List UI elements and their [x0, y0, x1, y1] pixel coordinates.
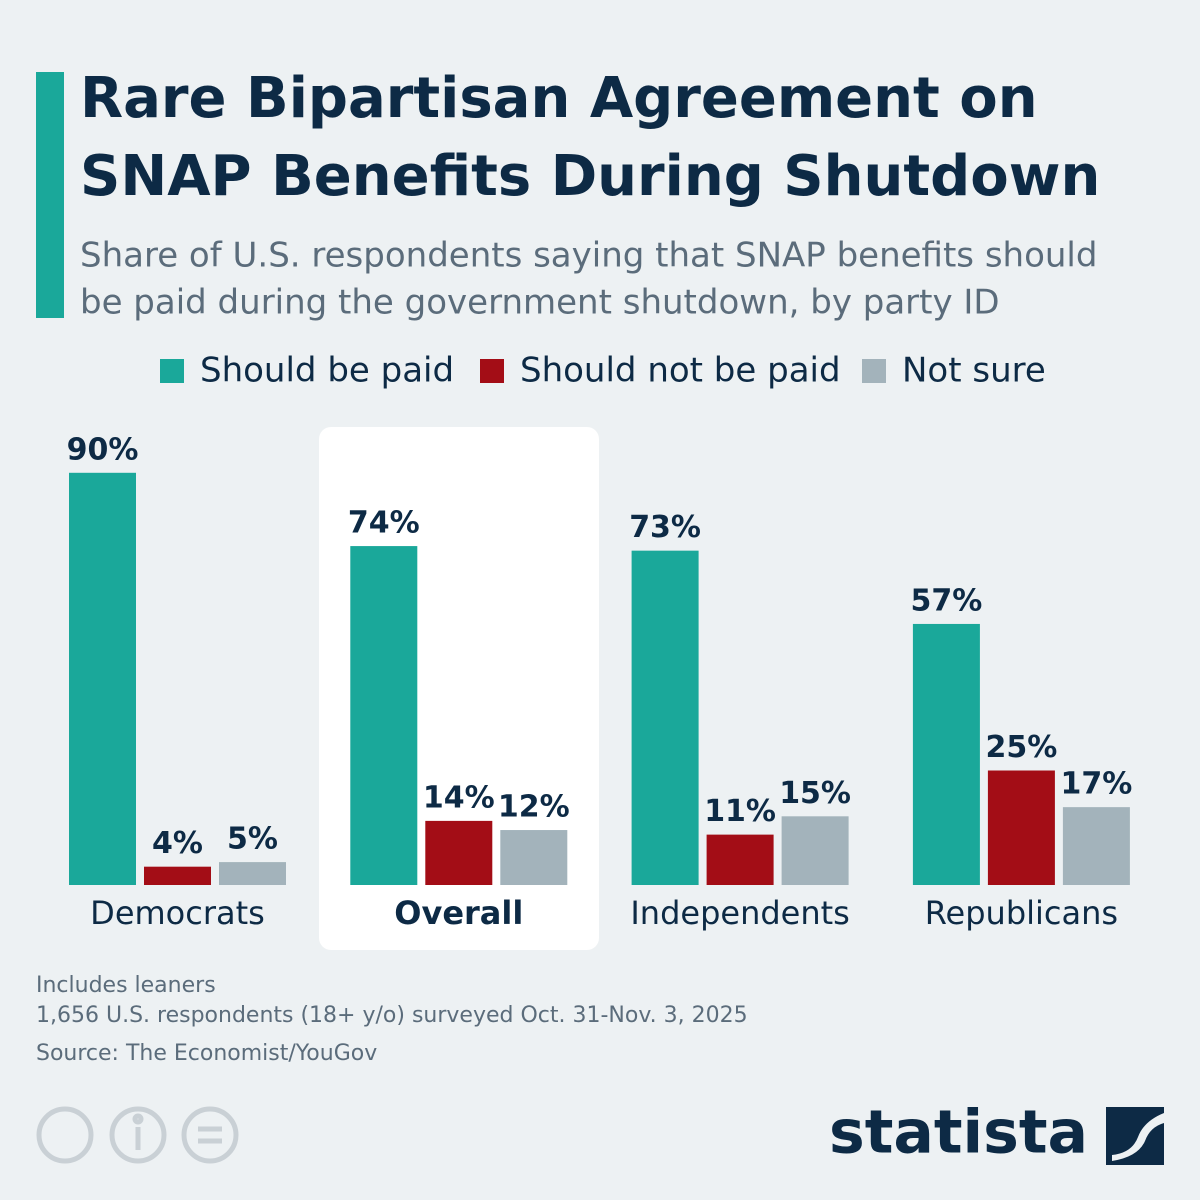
bar: [425, 820, 493, 885]
chart-subtitle: Share of U.S. respondents saying that SN…: [80, 236, 1097, 276]
value-label: 74%: [348, 506, 420, 541]
value-label: 14%: [423, 780, 495, 815]
legend-swatch: [480, 359, 504, 383]
bar: [706, 834, 774, 885]
value-label: 12%: [498, 790, 570, 825]
value-label: 5%: [227, 822, 278, 857]
category-label: Independents: [630, 894, 850, 932]
bar: [219, 862, 286, 885]
bar: [144, 866, 211, 885]
value-label: 73%: [629, 510, 701, 545]
bar: [631, 550, 699, 885]
category-label: Overall: [394, 894, 523, 932]
license-icons: [36, 1106, 239, 1164]
legend-swatch: [862, 359, 886, 383]
brand: statista: [829, 1098, 1088, 1168]
value-label: 15%: [779, 776, 851, 811]
legend-label: Should not be paid: [520, 351, 841, 391]
bar: [69, 472, 136, 885]
value-label: 4%: [152, 826, 203, 861]
bar: [500, 830, 568, 885]
bar: [350, 546, 418, 885]
legend-swatch: [160, 359, 184, 383]
legend-label: Should be paid: [200, 351, 454, 391]
value-label: 90%: [67, 432, 139, 467]
value-label: 57%: [910, 583, 982, 618]
bar: [1062, 807, 1130, 885]
bar: [781, 816, 849, 885]
note: Includes leaners: [36, 973, 216, 998]
category-label: Republicans: [925, 894, 1118, 932]
value-label: 17%: [1060, 767, 1132, 802]
chart-subtitle: be paid during the government shutdown, …: [80, 283, 1000, 323]
value-label: 25%: [985, 730, 1057, 765]
bar: [987, 770, 1055, 885]
legend-label: Not sure: [902, 351, 1046, 391]
chart-title: SNAP Benefits During Shutdown: [80, 144, 1100, 209]
category-label: Democrats: [90, 894, 265, 932]
value-label: 11%: [704, 794, 776, 829]
brand-logo-wave: [1112, 1113, 1164, 1161]
chart-title: Rare Bipartisan Agreement on: [80, 66, 1038, 131]
note: 1,656 U.S. respondents (18+ y/o) surveye…: [36, 1003, 748, 1028]
bar: [912, 623, 980, 885]
accent-bar: [36, 72, 64, 318]
source: Source: The Economist/YouGov: [36, 1041, 377, 1066]
